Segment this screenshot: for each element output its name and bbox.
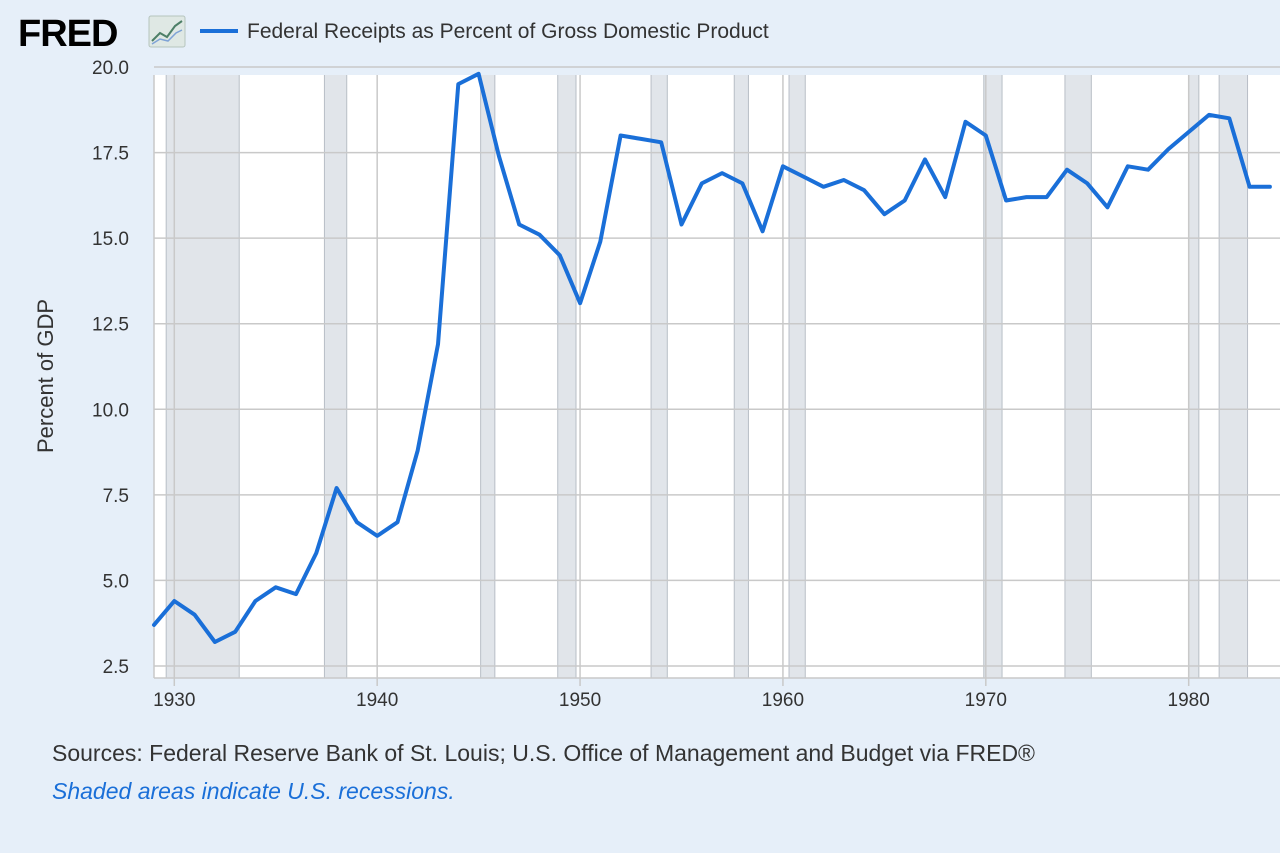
recession-shading [165, 75, 1249, 678]
x-tick-label: 1960 [762, 690, 804, 711]
recession-band [1219, 75, 1248, 678]
sources-text: Sources: Federal Reserve Bank of St. Lou… [52, 740, 1036, 766]
x-axis-ticks: 1930 1940 1950 1960 1970 1980 [153, 678, 1210, 711]
y-tick-label: 20.0 [92, 58, 129, 79]
x-tick-label: 1940 [356, 690, 398, 711]
legend-label: Federal Receipts as Percent of Gross Dom… [247, 20, 769, 43]
recession-band [734, 75, 749, 678]
recession-note: Shaded areas indicate U.S. recessions. [52, 778, 455, 804]
plot-area [154, 75, 1280, 678]
legend: Federal Receipts as Percent of Gross Dom… [200, 20, 769, 43]
recession-band [1188, 75, 1199, 678]
series-line [152, 71, 1272, 644]
recession-band [983, 75, 1003, 678]
y-tick-label: 7.5 [103, 486, 129, 507]
y-tick-label: 5.0 [103, 571, 129, 592]
series-layer [152, 71, 1272, 644]
recession-band [1064, 75, 1092, 678]
recession-band [324, 75, 347, 678]
recession-band [651, 75, 668, 678]
x-tick-label: 1930 [153, 690, 195, 711]
y-tick-label: 10.0 [92, 400, 129, 421]
x-tick-label: 1980 [1168, 690, 1210, 711]
x-tick-label: 1950 [559, 690, 601, 711]
gridlines [153, 66, 1280, 679]
recession-band [166, 75, 240, 678]
y-tick-label: 17.5 [92, 144, 129, 165]
trend-chart-icon [148, 15, 186, 48]
x-tick-label: 1970 [965, 690, 1007, 711]
y-tick-label: 2.5 [103, 657, 129, 678]
recession-band [557, 75, 576, 678]
recession-band [480, 75, 495, 678]
fred-logo[interactable]: FRED [18, 13, 186, 55]
y-tick-label: 15.0 [92, 229, 129, 250]
recession-band [789, 75, 806, 678]
y-axis-ticks: 2.5 5.0 7.5 10.0 12.5 15.0 17.5 20.0 [92, 58, 129, 678]
y-tick-label: 12.5 [92, 315, 129, 336]
fred-logo-text: FRED [18, 13, 117, 55]
y-axis-title: Percent of GDP [33, 299, 58, 453]
